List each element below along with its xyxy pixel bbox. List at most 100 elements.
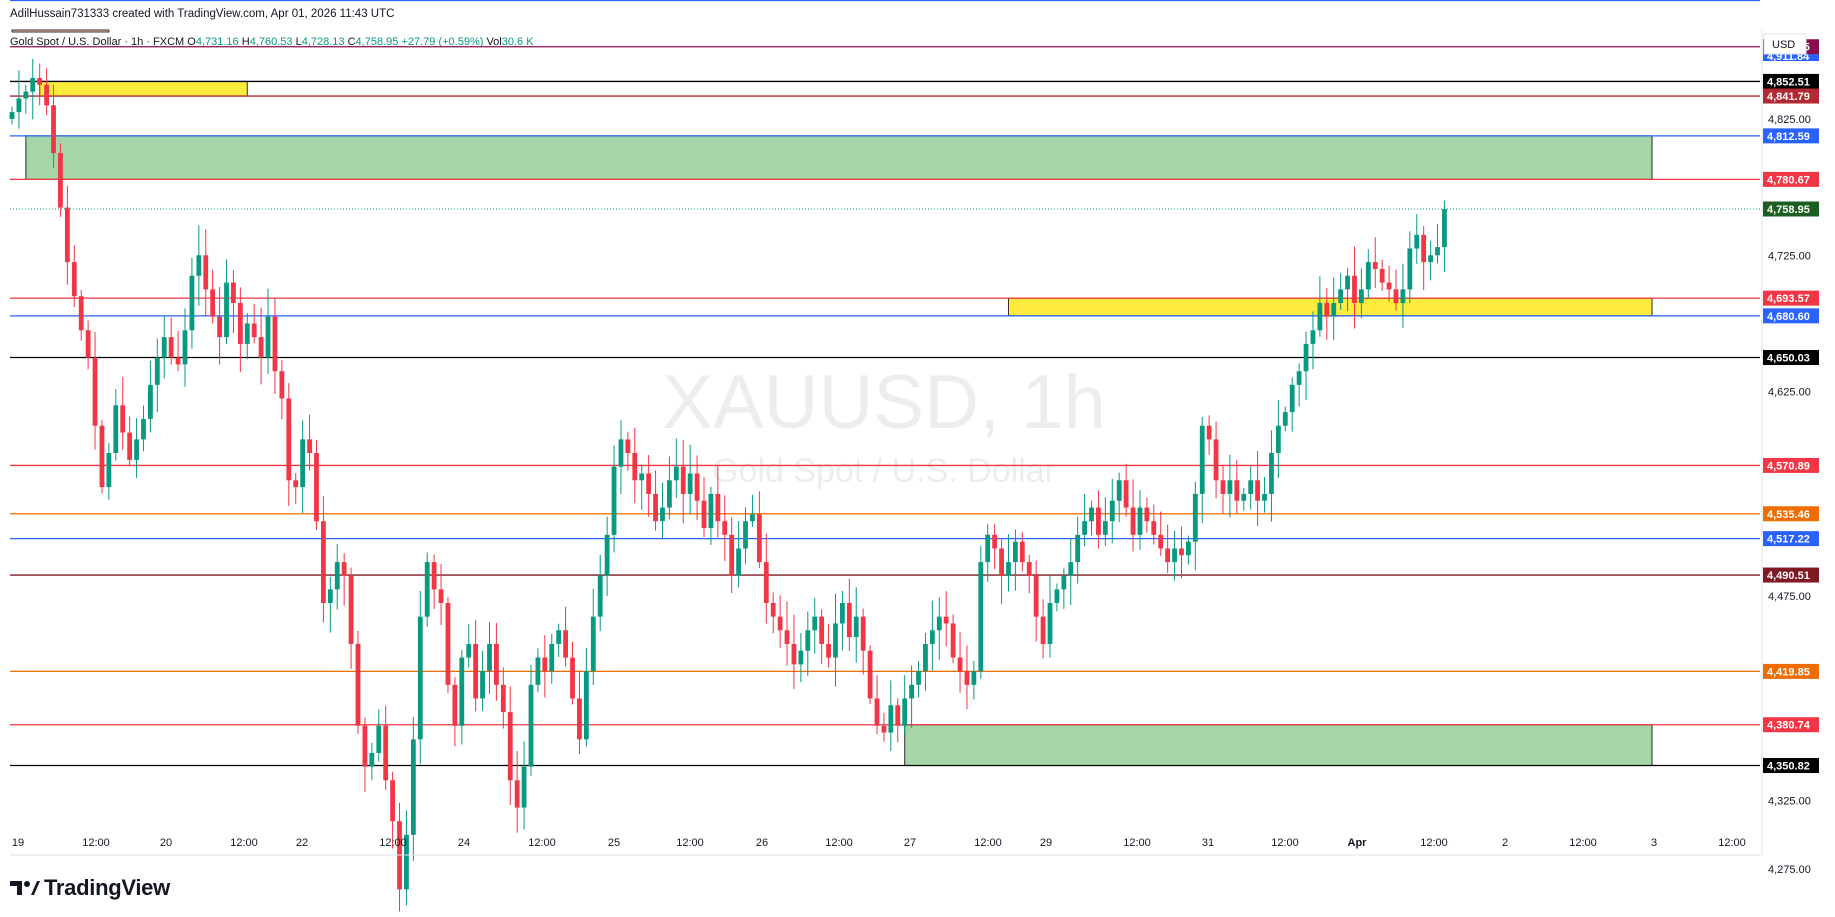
candle-body	[141, 418, 146, 440]
price-tag-label: 4,758.95	[1767, 204, 1810, 216]
candle-body	[1179, 548, 1184, 556]
candle-body	[1109, 500, 1115, 522]
candle-body	[777, 616, 783, 631]
time-axis[interactable]: 19 12:00 20 12:00 22 12:00 24 12:00 25 12:00 26 12:…	[12, 837, 1746, 849]
candle-body	[341, 562, 347, 576]
candle-body	[583, 671, 589, 740]
candle-body	[64, 207, 70, 263]
candle-body	[819, 616, 825, 644]
candle-body	[383, 725, 389, 781]
candle-body	[694, 473, 700, 501]
candle-body	[1310, 330, 1316, 344]
candle-body	[611, 466, 617, 535]
candle-body	[1379, 268, 1385, 283]
candle-body	[1338, 289, 1344, 304]
price-tick-label: 4,825.00	[1768, 114, 1811, 126]
candle-body	[168, 337, 174, 358]
candle-body	[542, 657, 548, 672]
candle-body	[1006, 562, 1011, 576]
symbol-name[interactable]: Gold Spot / U.S. Dollar · 1h · FXCM	[10, 36, 185, 48]
candle-body	[1296, 371, 1302, 385]
time-tick-label: 25	[608, 837, 620, 849]
price-tag-label: 4,490.51	[1767, 570, 1810, 582]
candle-body	[570, 657, 575, 699]
candle-body	[805, 630, 811, 651]
candle-body	[763, 562, 769, 604]
candle-body	[978, 562, 984, 672]
candle-body	[307, 439, 312, 454]
time-tick-label: 12:00	[974, 837, 1002, 849]
volume-value: 30.6 K	[501, 36, 534, 48]
time-tick-label: 12:00	[82, 837, 110, 849]
zone-rect	[39, 80, 248, 97]
candle-body	[1165, 548, 1171, 563]
price-axis[interactable]: 4,825.00 4,725.00 4,625.00 4,475.00 4,325.00…	[1768, 114, 1811, 876]
candle-body	[1033, 575, 1039, 617]
candle-body	[1019, 541, 1025, 563]
candle-body	[182, 330, 188, 365]
candle-body	[196, 255, 202, 276]
candle-body	[1130, 507, 1136, 535]
candle-body	[293, 480, 299, 488]
price-tag	[1763, 52, 1819, 61]
candle-body	[334, 562, 340, 590]
candle-body	[1255, 480, 1260, 501]
price-tag	[1763, 308, 1819, 324]
candle-body	[916, 671, 921, 685]
candle-body	[445, 603, 451, 685]
price-tag-label: 4,680.60	[1767, 311, 1810, 323]
high-value: 4,760.53	[249, 36, 293, 48]
candle-body	[535, 657, 541, 685]
candle-body	[1151, 521, 1157, 535]
candle-body	[127, 432, 133, 460]
candle-body	[494, 643, 499, 685]
candle-body	[431, 562, 437, 590]
price-tick-label: 4,725.00	[1768, 250, 1811, 262]
candle-body	[833, 623, 838, 658]
candle-body	[321, 521, 326, 604]
zone-rect	[1007, 297, 1653, 317]
candle-body	[404, 834, 409, 890]
candle-body	[826, 643, 831, 658]
candle-body	[1442, 208, 1447, 248]
price-tag-label: 4,841.79	[1767, 91, 1810, 103]
currency-badge[interactable]: USD	[1763, 33, 1807, 55]
candle-body	[51, 105, 56, 154]
price-tag-label: 4,517.22	[1767, 534, 1810, 546]
candle-body	[1089, 507, 1094, 522]
candle-body	[936, 616, 942, 631]
time-tick-label: 12:00	[230, 837, 258, 849]
open-value: 4,731.16	[195, 36, 239, 48]
price-tag-label: 4,570.89	[1767, 460, 1810, 472]
candle-body	[85, 330, 91, 358]
candle-body	[521, 766, 527, 808]
price-tick-label: 4,275.00	[1768, 864, 1811, 876]
time-tick-label: 19	[12, 837, 24, 849]
time-tick-label: 22	[296, 837, 308, 849]
tradingview-logo-text: TradingView	[44, 875, 170, 900]
close-label: C	[347, 36, 356, 48]
candle-body	[1269, 453, 1274, 494]
candle-body	[1365, 262, 1371, 290]
candle-body	[258, 337, 264, 358]
candle-body	[1026, 562, 1032, 576]
candle-body	[756, 514, 762, 563]
candle-body	[231, 282, 236, 304]
candle-body	[272, 316, 278, 372]
candle-body	[390, 780, 395, 822]
candle-body	[1213, 439, 1219, 481]
candle-body	[1102, 521, 1108, 535]
candle-body	[867, 650, 873, 699]
candle-body	[577, 698, 582, 740]
candle-body	[784, 630, 790, 644]
price-tag	[1763, 717, 1819, 733]
author-name[interactable]: AdilHussain731333	[10, 8, 110, 20]
candle-body	[964, 671, 970, 685]
tradingview-logo[interactable]: TradingView	[10, 875, 170, 901]
candle-body	[1282, 412, 1288, 426]
candle-body	[237, 303, 243, 344]
price-tag-label: 4,780.67	[1767, 174, 1810, 186]
price-tag	[1763, 350, 1819, 366]
price-tag	[1763, 201, 1819, 217]
